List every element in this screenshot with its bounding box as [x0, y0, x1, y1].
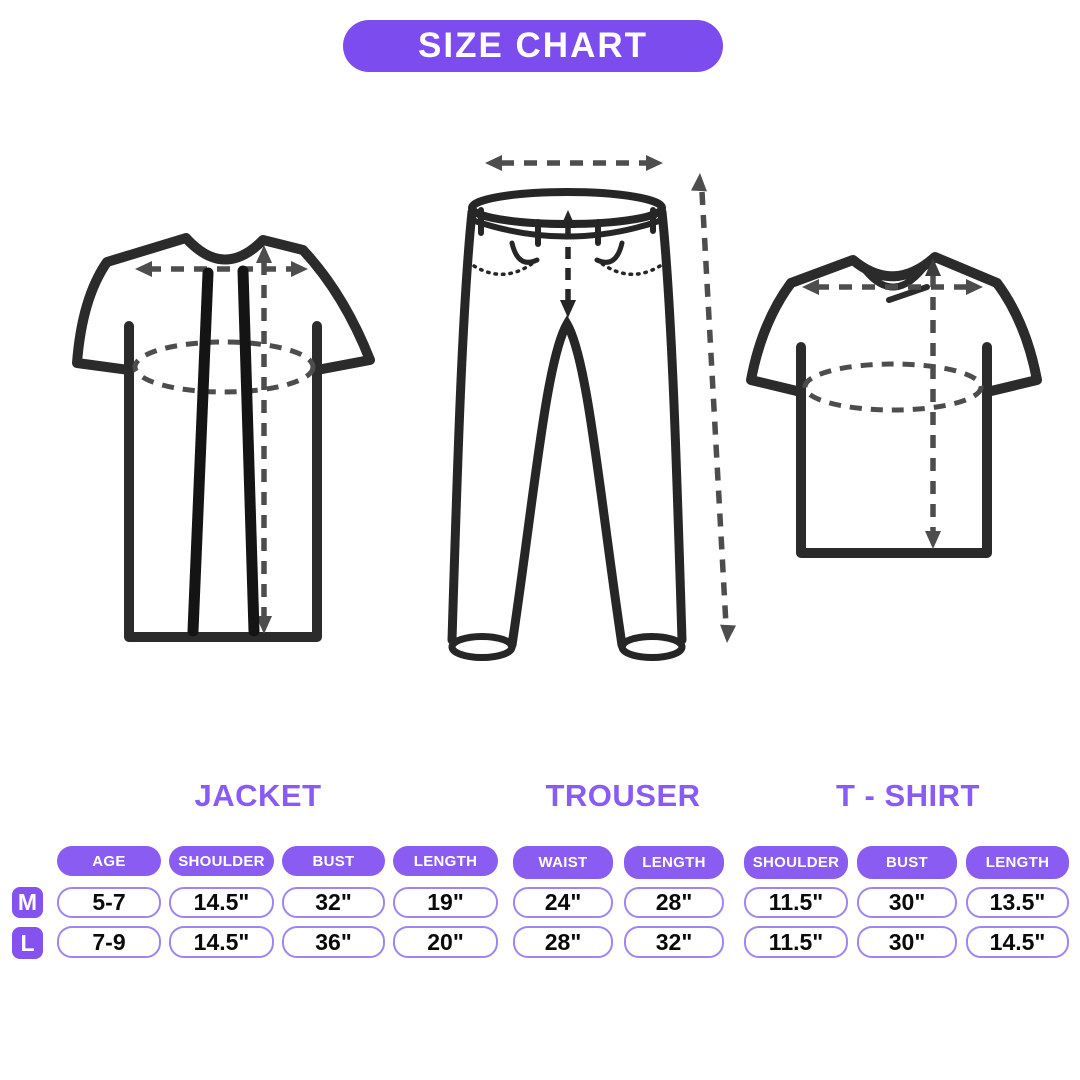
jacket-m-bust: 32": [282, 887, 385, 918]
jacket-m-age: 5-7: [57, 887, 161, 918]
jacket-l-length: 20": [393, 926, 498, 958]
tshirt-m-bust: 30": [857, 887, 957, 918]
tshirt-icon: [746, 252, 1042, 558]
trouser-m-length: 28": [624, 887, 724, 918]
tshirt-l-length: 14.5": [966, 926, 1069, 958]
jacket-header-bust: BUST: [282, 846, 385, 876]
section-title-tshirt: T - SHIRT: [836, 778, 980, 813]
section-title-jacket: JACKET: [194, 778, 322, 813]
jacket-l-shoulder: 14.5": [169, 926, 274, 958]
trouser-header-row: WAIST LENGTH: [513, 846, 724, 879]
tshirt-l-bust: 30": [857, 926, 957, 958]
jacket-header-age: AGE: [57, 846, 161, 876]
jacket-row-m: 5-7 14.5" 32" 19": [57, 887, 498, 918]
jacket-header-row: AGE SHOULDER BUST LENGTH: [57, 846, 498, 876]
trouser-icon: [447, 155, 737, 661]
tshirt-header-length: LENGTH: [966, 846, 1069, 879]
jacket-icon: [72, 233, 375, 642]
trouser-row-m: 24" 28": [513, 887, 724, 918]
jacket-l-bust: 36": [282, 926, 385, 958]
tshirt-header-row: SHOULDER BUST LENGTH: [744, 846, 1069, 879]
tshirt-header-bust: BUST: [857, 846, 957, 879]
trouser-table: WAIST LENGTH 24" 28" 28" 32": [513, 846, 724, 958]
trouser-header-waist: WAIST: [513, 846, 613, 879]
title-banner: SIZE CHART: [343, 20, 723, 72]
jacket-m-length: 19": [393, 887, 498, 918]
tshirt-m-shoulder: 11.5": [744, 887, 848, 918]
jacket-table: AGE SHOULDER BUST LENGTH 5-7 14.5" 32" 1…: [57, 846, 498, 958]
trouser-l-waist: 28": [513, 926, 613, 958]
tshirt-l-shoulder: 11.5": [744, 926, 848, 958]
jacket-m-shoulder: 14.5": [169, 887, 274, 918]
size-label-m: M: [12, 887, 43, 918]
tshirt-row-l: 11.5" 30" 14.5": [744, 926, 1069, 958]
trouser-l-length: 32": [624, 926, 724, 958]
jacket-l-age: 7-9: [57, 926, 161, 958]
page-title: SIZE CHART: [418, 26, 648, 65]
jacket-header-length: LENGTH: [393, 846, 498, 876]
trouser-row-l: 28" 32": [513, 926, 724, 958]
section-title-trouser: TROUSER: [545, 778, 701, 813]
tshirt-m-length: 13.5": [966, 887, 1069, 918]
size-label-l: L: [12, 927, 43, 959]
jacket-header-shoulder: SHOULDER: [169, 846, 274, 876]
tshirt-header-shoulder: SHOULDER: [744, 846, 848, 879]
trouser-header-length: LENGTH: [624, 846, 724, 879]
tshirt-table: SHOULDER BUST LENGTH 11.5" 30" 13.5" 11.…: [744, 846, 1069, 958]
tshirt-row-m: 11.5" 30" 13.5": [744, 887, 1069, 918]
trouser-m-waist: 24": [513, 887, 613, 918]
jacket-row-l: 7-9 14.5" 36" 20": [57, 926, 498, 958]
